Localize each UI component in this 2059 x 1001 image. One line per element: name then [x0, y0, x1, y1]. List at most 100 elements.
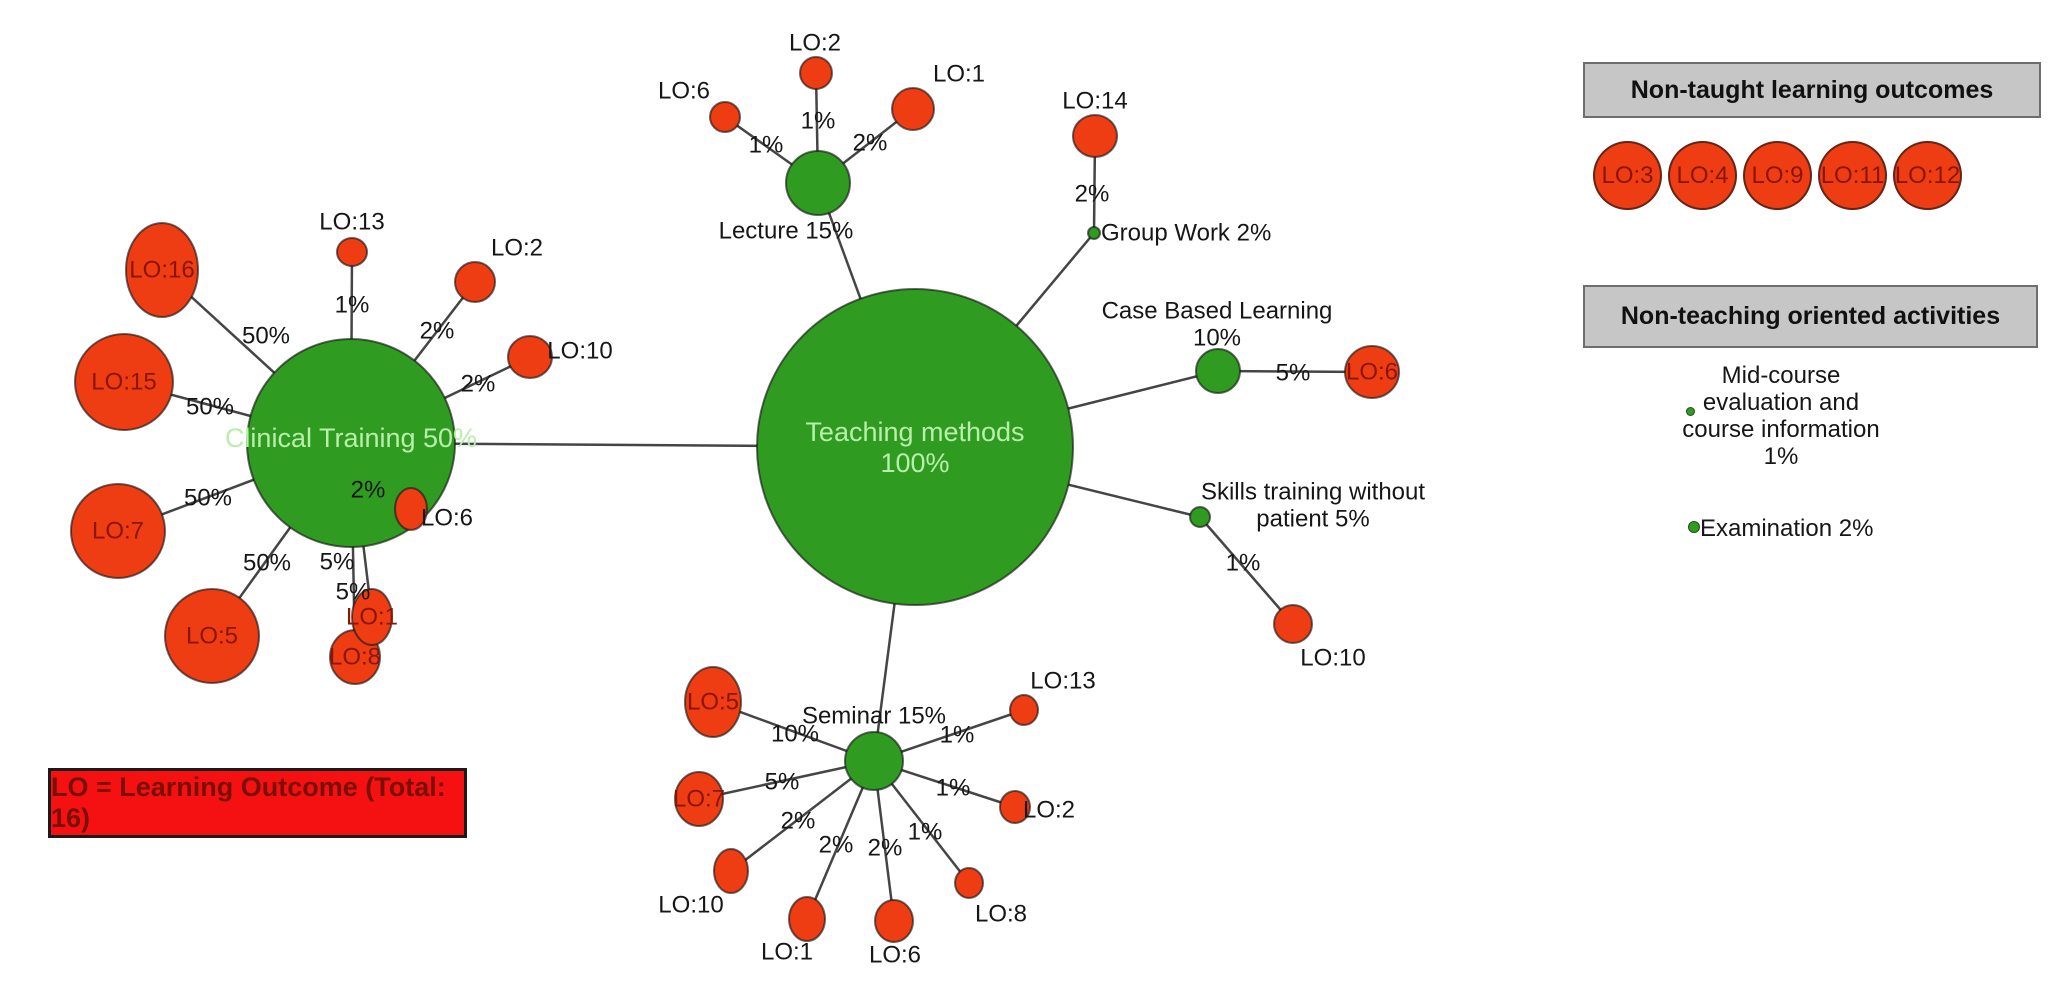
- node-ct-lo16: [125, 222, 199, 318]
- node-ct-lo2: [454, 261, 496, 303]
- node-ct-lo5: [164, 588, 260, 684]
- non-taught-header: Non-taught learning outcomes: [1583, 62, 2041, 118]
- examination-dot: [1688, 521, 1700, 533]
- label-groupwork: Group Work 2%: [1101, 220, 1271, 247]
- label-ct-lo13: LO:13: [319, 209, 384, 236]
- label-ct-lo8: LO:8: [329, 644, 381, 671]
- label-sem-lo2: LO:2: [1023, 797, 1075, 824]
- label-ct-lo7: LO:7: [92, 518, 144, 545]
- label-sem-lo5: LO:5: [687, 689, 739, 716]
- pct-clinical-ct-lo7: 50%: [184, 485, 232, 512]
- label-sem-lo13: LO:13: [1030, 668, 1095, 695]
- pct-clinical-ct-lo1: 5%: [320, 549, 355, 576]
- non-taught-title: Non-taught learning outcomes: [1630, 75, 1994, 104]
- label-lec-lo2: LO:2: [789, 30, 841, 57]
- pct-clinical-ct-lo10: 2%: [461, 371, 496, 398]
- label-sem-lo6: LO:6: [869, 942, 921, 969]
- node-ct-lo1: [351, 588, 393, 646]
- label-ct-lo15: LO:15: [91, 369, 156, 396]
- outcome-label: LO:4: [1676, 161, 1729, 189]
- pct-seminar-sem-lo1: 2%: [819, 832, 854, 859]
- mid-course-dot: [1686, 407, 1695, 416]
- label-teaching: Teaching methods: [805, 417, 1024, 447]
- label-sem-lo1: LO:1: [761, 939, 813, 966]
- label-skills-1: patient 5%: [1256, 506, 1369, 533]
- node-sem-lo1: [788, 896, 826, 942]
- node-ct-lo13: [336, 237, 368, 267]
- node-groupwork: [1087, 226, 1101, 240]
- outcome-label: LO:3: [1601, 161, 1654, 189]
- pct-lecture-lec-lo6: 1%: [749, 132, 784, 159]
- label-ct-lo1: LO:1: [346, 604, 398, 631]
- node-cbl: [1195, 348, 1241, 394]
- non-taught-outcome-circle: LO:4: [1668, 141, 1737, 210]
- node-lec-lo1: [891, 87, 935, 131]
- label-lec-lo6: LO:6: [658, 78, 710, 105]
- outcome-label: LO:12: [1894, 161, 1961, 189]
- pct-clinical-ct-lo13: 1%: [335, 292, 370, 319]
- node-sem-lo2: [999, 790, 1031, 824]
- non-teaching-header: Non-teaching oriented activities: [1583, 285, 2038, 348]
- label-lec-lo1: LO:1: [933, 61, 985, 88]
- pct-seminar-sem-lo13: 1%: [940, 722, 975, 749]
- pct-groupwork-gw-lo14: 2%: [1075, 181, 1110, 208]
- legend-text: LO = Learning Outcome (Total: 16): [51, 772, 446, 833]
- label-cbl: Case Based Learning: [1102, 298, 1333, 325]
- label-sem-lo10: LO:10: [658, 892, 723, 919]
- label-teaching-1: 100%: [880, 448, 949, 478]
- label-ct-lo6: LO:6: [421, 505, 473, 532]
- label-skills: Skills training without: [1201, 479, 1425, 506]
- label-ct-lo2: LO:2: [491, 235, 543, 262]
- node-sem-lo7: [674, 771, 724, 827]
- outcome-label: LO:11: [1820, 161, 1885, 189]
- pct-skills-sk-lo10: 1%: [1226, 550, 1261, 577]
- node-ct-lo7: [70, 483, 166, 579]
- label-gw-lo14: LO:14: [1062, 88, 1127, 115]
- pct-seminar-sem-lo6: 2%: [868, 835, 903, 862]
- pct-clinical-ct-lo6: 2%: [351, 477, 386, 504]
- node-lecture: [785, 150, 851, 216]
- label-sem-lo7: LO:7: [673, 786, 725, 813]
- label-sk-lo10: LO:10: [1300, 645, 1365, 672]
- non-teaching-title: Non-teaching oriented activities: [1620, 302, 2001, 330]
- pct-clinical-ct-lo8: 5%: [336, 579, 371, 606]
- pct-lecture-lec-lo1: 2%: [853, 130, 888, 157]
- node-sem-lo5: [684, 666, 742, 738]
- pct-seminar-sem-lo7: 5%: [765, 769, 800, 796]
- node-ct-lo6: [394, 487, 428, 531]
- label-ct-lo16: LO:16: [129, 257, 194, 284]
- mid-course-label: Mid-course evaluation and course informa…: [1682, 362, 1880, 470]
- pct-cbl-cbl-lo6: 5%: [1276, 360, 1311, 387]
- pct-seminar-sem-lo10: 2%: [781, 808, 816, 835]
- examination-label: Examination 2%: [1700, 515, 1874, 542]
- pct-lecture-lec-lo2: 1%: [801, 108, 836, 135]
- label-sem-lo8: LO:8: [975, 901, 1027, 928]
- pct-clinical-ct-lo15: 50%: [186, 394, 234, 421]
- node-sem-lo13: [1009, 694, 1039, 726]
- edge-skills-sk-lo10: [1199, 516, 1294, 625]
- label-cbl-lo6: LO:6: [1346, 359, 1398, 386]
- non-taught-outcome-circle: LO:11: [1818, 141, 1887, 210]
- label-ct-lo5: LO:5: [186, 623, 238, 650]
- node-ct-lo15: [74, 333, 174, 431]
- non-taught-outcome-circle: LO:12: [1893, 141, 1962, 210]
- label-seminar: Seminar 15%: [802, 703, 946, 730]
- outcome-label: LO:9: [1751, 161, 1804, 189]
- non-taught-outcome-circle: LO:3: [1593, 141, 1662, 210]
- non-taught-outcome-circle: LO:9: [1743, 141, 1812, 210]
- node-sem-lo8: [954, 867, 984, 899]
- pct-seminar-sem-lo5: 10%: [771, 721, 819, 748]
- node-skills: [1189, 506, 1211, 528]
- node-cbl-lo6: [1344, 345, 1400, 399]
- node-lec-lo6: [709, 101, 741, 133]
- node-sem-lo10: [713, 848, 749, 894]
- label-lecture: Lecture 15%: [719, 218, 854, 245]
- legend-box: LO = Learning Outcome (Total: 16): [48, 768, 467, 838]
- pct-seminar-sem-lo8: 1%: [908, 819, 943, 846]
- label-clinical: Clinical Training 50%: [225, 423, 477, 453]
- node-sem-lo6: [874, 899, 914, 943]
- node-sk-lo10: [1273, 604, 1313, 644]
- node-gw-lo14: [1072, 114, 1118, 158]
- label-cbl-1: 10%: [1193, 325, 1241, 352]
